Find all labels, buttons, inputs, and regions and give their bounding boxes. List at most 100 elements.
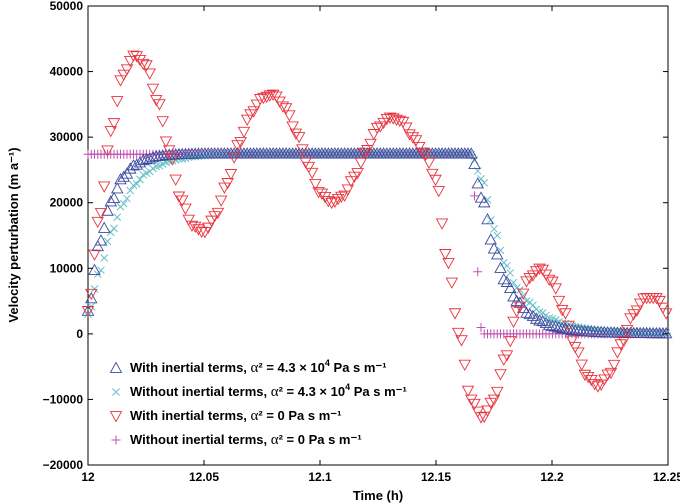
data-point <box>490 225 498 233</box>
data-point <box>123 162 137 174</box>
data-point <box>110 182 124 194</box>
data-point <box>114 75 127 87</box>
legend-label: Without inertial terms, α² = 0 Pa s m⁻¹ <box>130 432 362 448</box>
data-point <box>442 258 455 270</box>
data-point <box>130 51 143 63</box>
x-tick-label: 12.1 <box>308 470 332 484</box>
data-point <box>276 101 290 113</box>
data-point <box>119 199 128 208</box>
data-point <box>529 266 543 278</box>
legend-marker <box>111 435 121 445</box>
data-point <box>513 301 527 313</box>
data-point <box>529 301 537 310</box>
legend-label: With inertial terms, α² = 4.3 × 104 Pa s… <box>130 358 387 376</box>
legend-label: Without inertial terms, α² = 4.3 × 104 P… <box>130 382 407 400</box>
data-point <box>132 180 141 188</box>
data-point <box>351 168 364 180</box>
data-point <box>81 306 95 318</box>
data-point <box>146 83 160 96</box>
data-point <box>328 196 342 208</box>
legend-marker <box>109 411 123 423</box>
data-point <box>572 347 585 359</box>
data-point <box>357 147 371 160</box>
data-point <box>221 178 234 190</box>
data-point <box>461 385 475 397</box>
y-tick-label: 40000 <box>50 65 84 79</box>
data-point <box>429 174 442 187</box>
data-point <box>253 93 267 106</box>
data-point <box>318 192 332 204</box>
data-point <box>484 233 498 245</box>
data-point <box>533 263 546 275</box>
data-point <box>523 307 536 320</box>
data-point <box>422 157 436 170</box>
data-point <box>380 113 394 126</box>
data-point <box>476 323 486 333</box>
data-point <box>477 196 491 208</box>
data-point <box>100 254 109 262</box>
data-point <box>393 115 407 128</box>
data-point <box>653 295 666 308</box>
data-point <box>552 295 566 308</box>
data-point <box>104 126 118 138</box>
y-tick-label: 10000 <box>50 261 84 275</box>
data-point <box>107 118 121 130</box>
data-point <box>113 213 122 222</box>
data-point <box>309 178 322 191</box>
data-point <box>114 173 127 185</box>
data-point <box>533 314 546 326</box>
data-point <box>601 369 614 381</box>
data-point <box>575 359 588 371</box>
data-point <box>490 386 504 399</box>
data-point <box>494 261 507 273</box>
data-point <box>594 379 608 391</box>
data-point <box>117 170 130 182</box>
data-point <box>400 122 413 134</box>
data-point <box>266 89 280 101</box>
data-point <box>503 261 511 270</box>
data-point <box>474 412 488 424</box>
y-tick-label: 20000 <box>50 196 84 210</box>
data-point <box>149 164 157 173</box>
data-point <box>188 152 196 161</box>
data-point <box>503 281 517 294</box>
data-point <box>81 304 95 316</box>
data-point <box>536 314 549 327</box>
data-point <box>452 327 465 340</box>
data-point <box>464 147 478 159</box>
series-layer <box>81 50 673 424</box>
data-point <box>526 309 540 321</box>
data-point <box>240 114 254 126</box>
data-point <box>487 242 501 254</box>
data-point <box>470 191 480 201</box>
y-tick-label: 0 <box>76 327 83 341</box>
data-point <box>617 336 631 348</box>
data-point <box>542 274 556 287</box>
data-point <box>604 367 618 380</box>
data-point <box>519 291 528 300</box>
x-axis-label: Time (h) <box>353 488 403 503</box>
data-point <box>409 135 423 147</box>
data-point <box>123 55 137 68</box>
data-point <box>611 347 624 359</box>
data-point <box>581 371 595 384</box>
data-point <box>656 302 670 314</box>
data-point <box>338 190 351 202</box>
data-point <box>126 186 135 195</box>
x-tick-label: 12.2 <box>540 470 564 484</box>
data-point <box>630 305 644 317</box>
data-point <box>591 381 605 393</box>
data-point <box>562 320 575 332</box>
data-point <box>539 316 553 329</box>
data-point <box>103 237 112 246</box>
legend-entry: With inertial terms, α² = 0 Pa s m⁻¹ <box>109 408 341 424</box>
data-point <box>542 318 556 331</box>
data-point <box>364 138 377 151</box>
data-point <box>468 157 481 170</box>
data-point <box>520 306 533 318</box>
x-tick-label: 12 <box>81 470 95 484</box>
data-point <box>322 196 335 208</box>
data-point <box>302 161 316 174</box>
data-point <box>152 162 161 171</box>
